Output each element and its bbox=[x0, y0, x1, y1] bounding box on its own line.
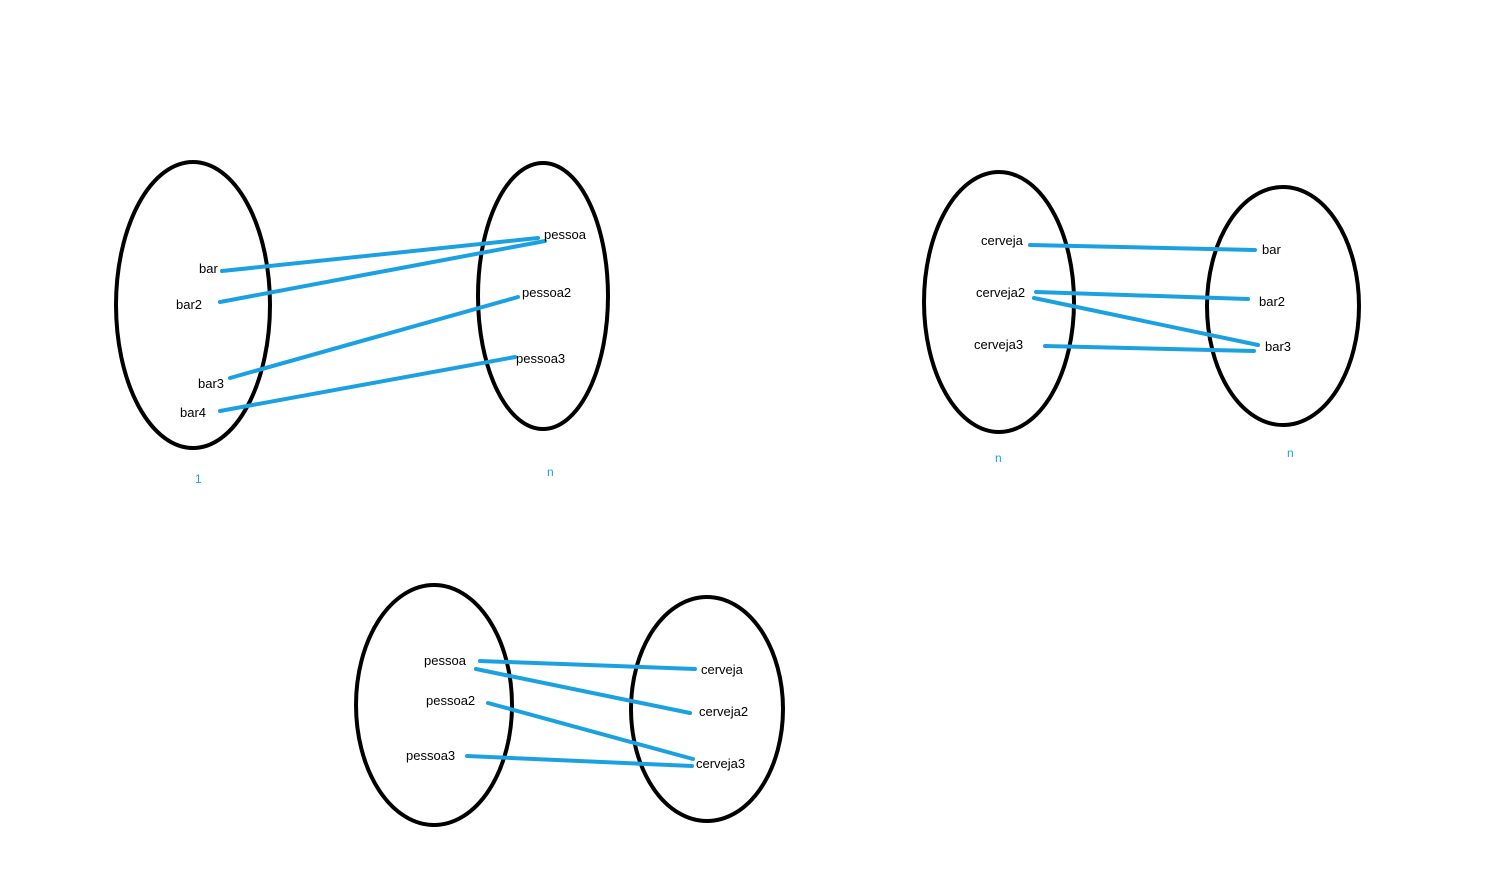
right-cardinality-label: n bbox=[547, 465, 554, 479]
left-cardinality-label: n bbox=[995, 451, 1002, 465]
left-element-label: cerveja bbox=[981, 233, 1024, 248]
right-element-label: pessoa2 bbox=[522, 285, 571, 300]
left-element-label: pessoa bbox=[424, 653, 467, 668]
right-element-label: cerveja3 bbox=[696, 756, 745, 771]
left-cardinality-label: 1 bbox=[195, 472, 202, 486]
left-element-label: bar2 bbox=[176, 297, 202, 312]
diagram-cerveja-bar: cerveja cerveja2 cerveja3 bar bar2 bar3 … bbox=[922, 170, 1361, 465]
link-line bbox=[478, 659, 697, 671]
left-element-label: pessoa3 bbox=[406, 748, 455, 763]
left-set-ellipse bbox=[114, 160, 272, 450]
left-element-label: bar3 bbox=[198, 376, 224, 391]
left-element-label: cerveja3 bbox=[974, 337, 1023, 352]
right-element-label: cerveja2 bbox=[699, 704, 748, 719]
left-element-label: bar bbox=[199, 261, 218, 276]
left-set-ellipse bbox=[354, 583, 514, 827]
right-element-label: cerveja bbox=[701, 662, 744, 677]
left-set-ellipse bbox=[922, 170, 1076, 434]
right-set-ellipse bbox=[629, 595, 785, 823]
right-element-label: bar bbox=[1262, 242, 1281, 257]
right-element-label: bar2 bbox=[1259, 294, 1285, 309]
link-line bbox=[465, 754, 694, 768]
diagram-bar-pessoa: bar bar2 bar3 bar4 pessoa pessoa2 pessoa… bbox=[114, 160, 610, 486]
right-set-ellipse bbox=[1205, 185, 1361, 427]
right-element-label: bar3 bbox=[1265, 339, 1291, 354]
link-line bbox=[218, 239, 547, 304]
diagram-pessoa-cerveja: pessoa pessoa2 pessoa3 cerveja cerveja2 … bbox=[354, 583, 785, 827]
left-element-label: pessoa2 bbox=[426, 693, 475, 708]
left-element-label: bar4 bbox=[180, 405, 206, 420]
link-line bbox=[220, 236, 540, 273]
left-element-label: cerveja2 bbox=[976, 285, 1025, 300]
link-line bbox=[1032, 296, 1260, 347]
link-line bbox=[486, 701, 695, 761]
link-line bbox=[1034, 290, 1250, 301]
link-line bbox=[218, 355, 517, 413]
link-line bbox=[1043, 344, 1256, 353]
link-line bbox=[1028, 243, 1257, 252]
link-line bbox=[228, 295, 520, 380]
link-line bbox=[474, 667, 692, 715]
right-set-ellipse bbox=[476, 161, 610, 431]
right-cardinality-label: n bbox=[1287, 446, 1294, 460]
right-element-label: pessoa3 bbox=[516, 351, 565, 366]
right-element-label: pessoa bbox=[544, 227, 587, 242]
